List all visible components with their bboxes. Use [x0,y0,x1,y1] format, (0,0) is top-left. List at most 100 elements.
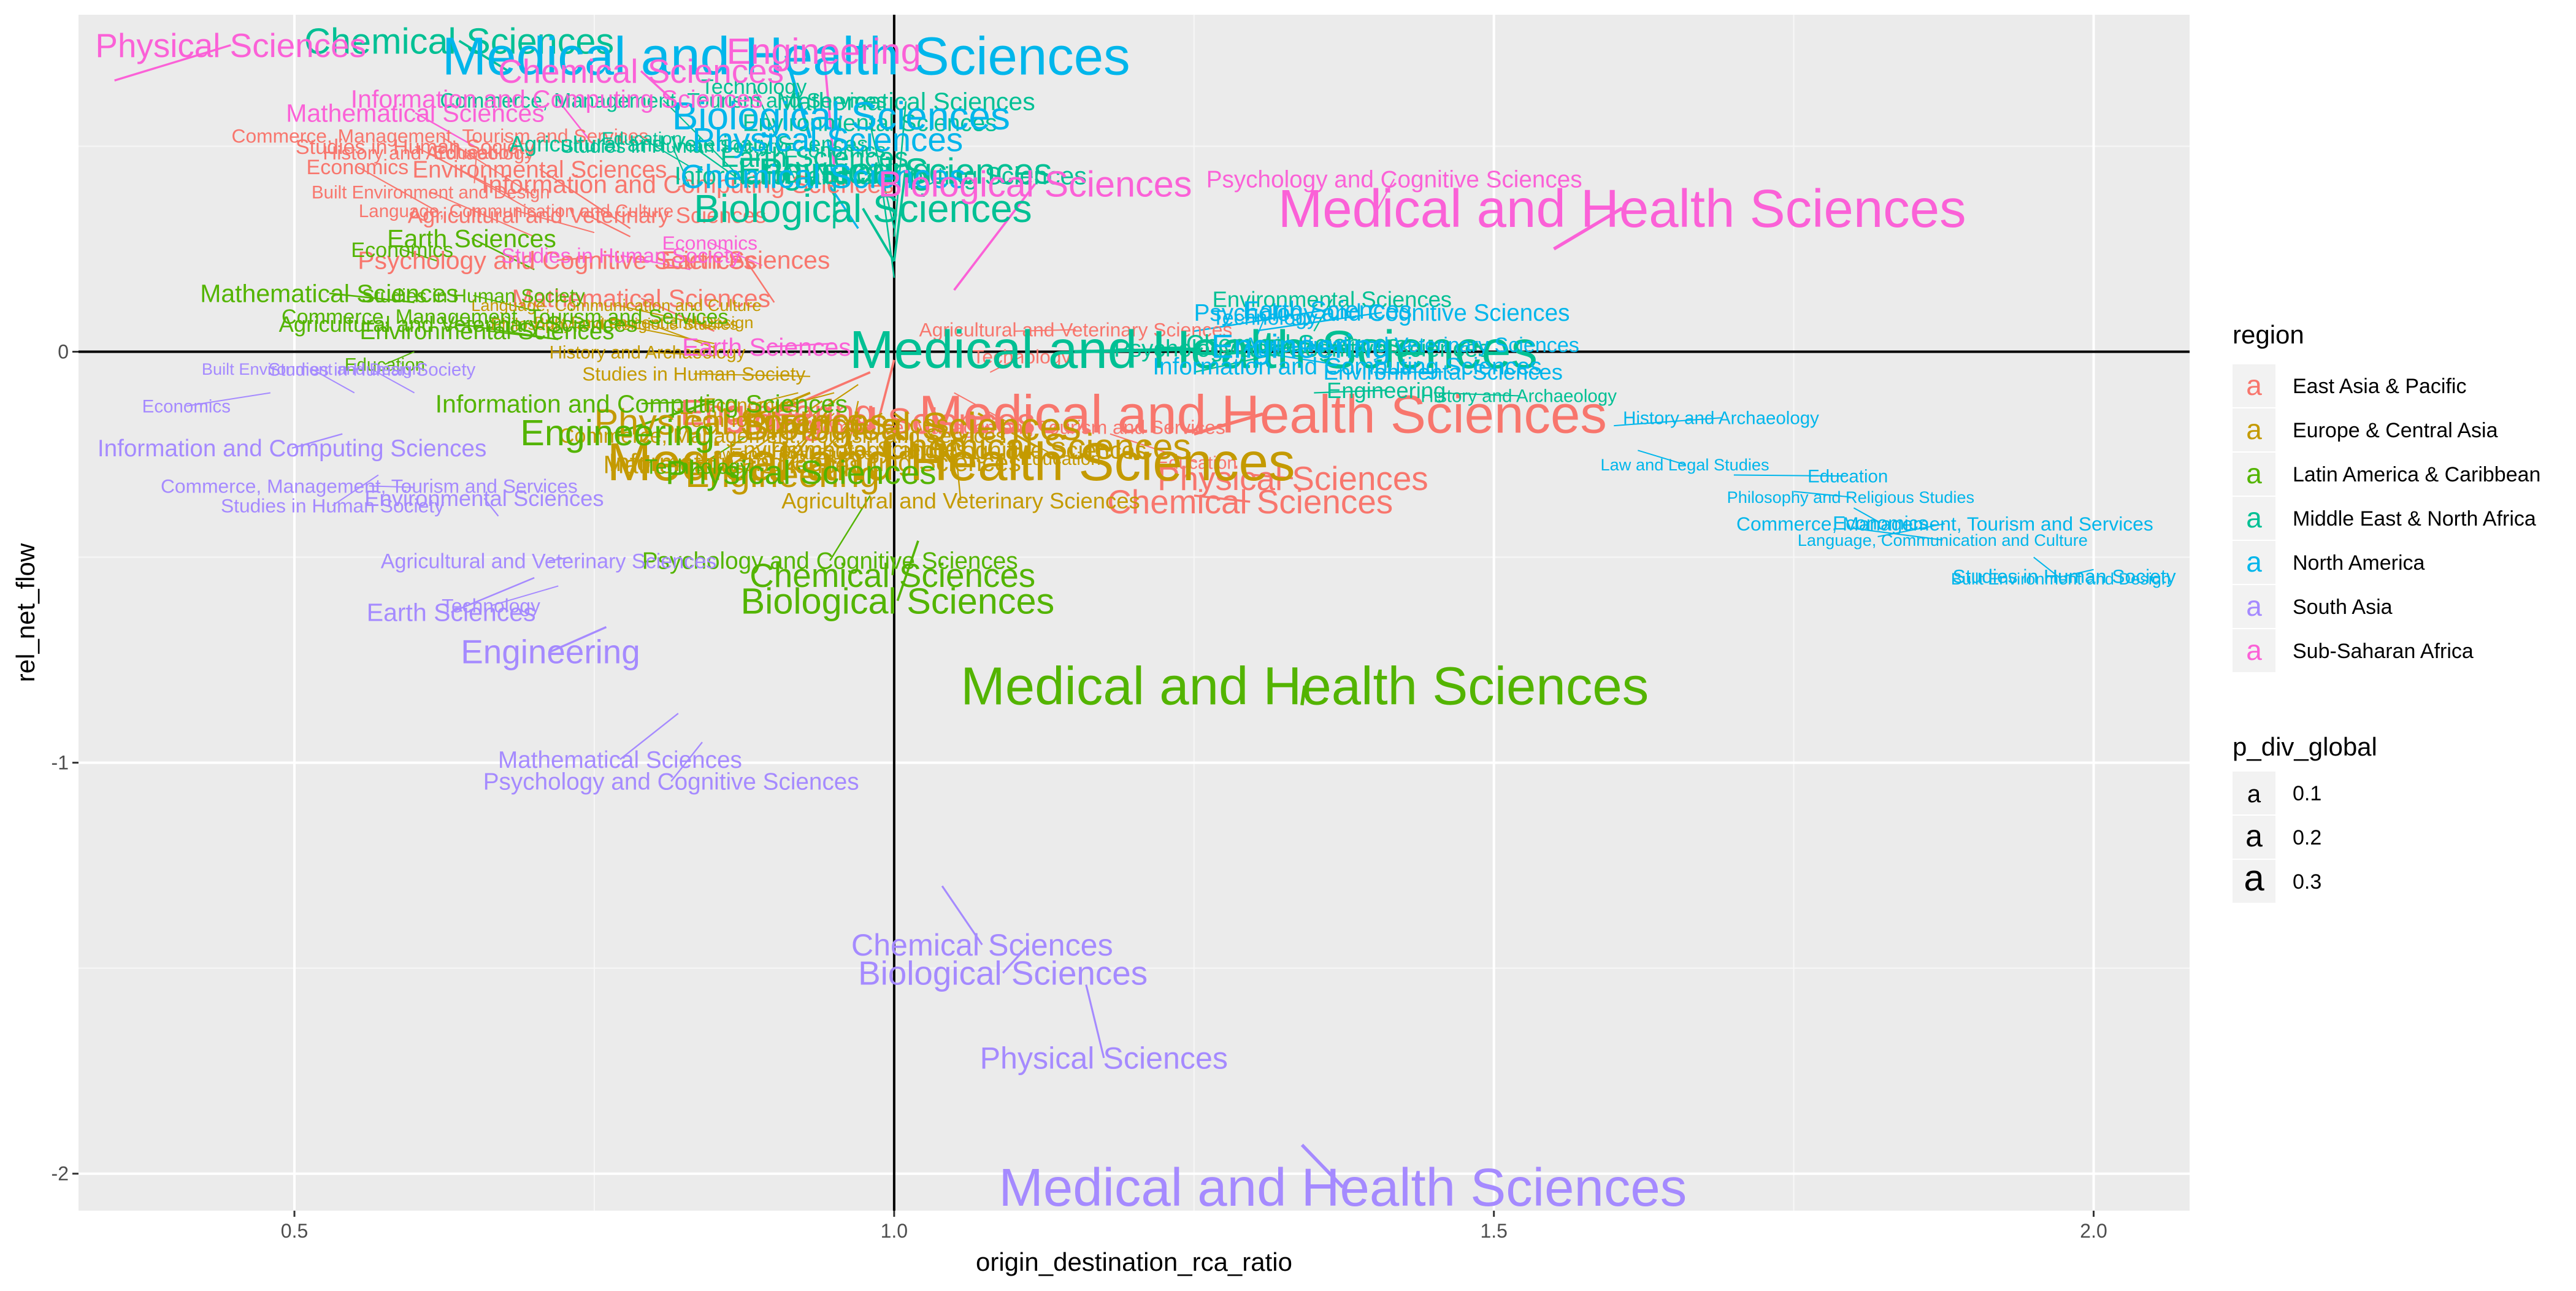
label-segment [829,495,871,561]
label-segment [662,99,751,188]
legend-size-glyph: a [2244,857,2264,898]
point-label: Medical and Health Sciences [442,26,1130,86]
label-segment [1074,347,1194,354]
point-label: Technology [972,345,1071,367]
label-segment [694,373,810,377]
label-segment [781,400,835,475]
point-label: Engineering [680,392,875,433]
point-label: Education [1021,449,1101,469]
point-label: Earth Sciences [720,142,908,173]
label-segment [471,237,535,270]
label-segment [1194,412,1263,436]
point-label: Biological Sciences [672,94,1010,138]
legend-key-glyph: a [2246,413,2262,445]
label-segment [1254,312,1382,332]
point-label: Engineering [1211,328,1390,366]
legend-key [2233,585,2275,628]
y-tick-label: -1 [52,752,69,774]
point-label: Environmental Sciences [743,110,997,137]
label-segment [311,368,355,394]
legend-region-label: Latin America & Caribbean [2293,463,2540,486]
label-segment [1194,494,1251,503]
point-label: Physical Sciences [759,151,1052,192]
label-segment [550,626,607,653]
point-label: Technology [1212,307,1317,330]
legend-key-glyph: a [2246,546,2262,578]
point-label: Studies in Human Society [362,285,585,307]
point-label: Technology [680,408,786,432]
label-segment [826,139,835,188]
label-segment [2064,569,2094,577]
point-label: Physical Sciences [1157,459,1428,497]
point-label: Earth Sciences [780,410,949,438]
point-label: Mathematical Sciences [498,747,742,773]
legend-size-label: 0.2 [2293,826,2321,849]
label-segment [641,400,715,405]
point-label: Law and Legal Studies [1601,455,1769,474]
point-label: Engineering [520,412,715,453]
point-label: Technology [442,595,540,617]
point-label: Agricultural and Veterinary Sciences [510,131,868,156]
label-segment [893,101,907,237]
axes: 0.5 1.0 1.5 2.0 0 -1 -2 [52,340,2107,1242]
point-label: Economics [307,156,409,179]
label-segment [1002,946,1027,974]
label-segment [614,323,715,345]
point-label: Mathematical Sciences [776,88,1035,116]
label-segment [893,412,913,427]
point-label: Environmental Sciences [360,318,615,345]
label-segment [556,256,595,261]
point-label: Studies in Human Society [561,135,784,157]
point-label: Economics [662,232,758,254]
label-segment [1194,308,1328,332]
point-label: Education [1157,453,1237,473]
point-label: Physical Sciences [692,120,964,158]
point-label: Chemical Sciences [498,52,784,90]
point-label: Information and Computing Sciences [609,448,1021,477]
legend-key [2233,772,2275,814]
point-label: Information and Computing Sciences [98,435,486,462]
label-segment [1300,685,1306,706]
point-label: Economics [1833,511,1928,534]
point-label: Medical and Health Sciences [1278,179,1966,239]
label-segment [864,412,883,424]
label-segment [1013,433,1061,459]
label-segment [491,585,559,607]
point-label: Environmental Sciences [1324,359,1563,385]
point-label: Earth Sciences [387,224,556,253]
point-label: Engineering [1327,378,1446,403]
label-segment [1085,984,1105,1059]
point-label: Studies in Human Society [268,360,475,380]
label-segment [1733,474,1848,477]
label-segment [1373,343,1412,361]
point-label: Commerce, Management, Tourism and Servic… [1736,513,2153,535]
point-label: Medical and Health Sciences [960,657,1649,716]
y-axis-label: rel_net_flow [11,543,40,682]
point-label: Chemical Sciences [1186,329,1400,358]
y-tick-label: 0 [58,340,69,362]
point-label: Information and Computing Sciences [674,162,1086,190]
label-segment [291,433,343,449]
point-label: Mathematical Sciences [604,450,862,478]
point-label: Biological Sciences [858,954,1148,992]
legend-region-label: Europe & Central Asia [2293,419,2498,442]
point-label: Commerce, Management, Tourism and Servic… [161,475,578,497]
minor-gridlines [79,15,2190,1211]
label-segment [640,70,679,106]
label-segment [1254,473,1294,480]
point-labels: Medical and Health Sciences Physical Scie… [95,20,2175,1217]
point-label: Physical Sciences [594,401,888,442]
point-label: Chemical Sciences [881,426,1191,467]
label-segment [941,885,983,946]
point-label: Law and Legal Studies [704,444,873,463]
point-label: Mathematical Sciences [286,99,545,127]
label-segment [1373,178,1395,216]
point-label: Earth Sciences [1243,296,1412,324]
label-segment [732,400,823,465]
legend-key-glyph: a [2246,369,2262,401]
label-segment [1853,507,1881,524]
label-segment [678,183,688,188]
label-segment [451,577,535,613]
label-segment [1793,491,1851,498]
